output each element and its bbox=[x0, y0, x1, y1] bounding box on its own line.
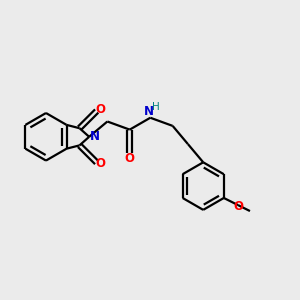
Text: N: N bbox=[89, 130, 99, 143]
Text: O: O bbox=[96, 103, 106, 116]
Text: O: O bbox=[96, 158, 106, 170]
Text: O: O bbox=[234, 200, 244, 213]
Text: N: N bbox=[144, 105, 154, 118]
Text: H: H bbox=[152, 102, 160, 112]
Text: O: O bbox=[125, 152, 135, 165]
